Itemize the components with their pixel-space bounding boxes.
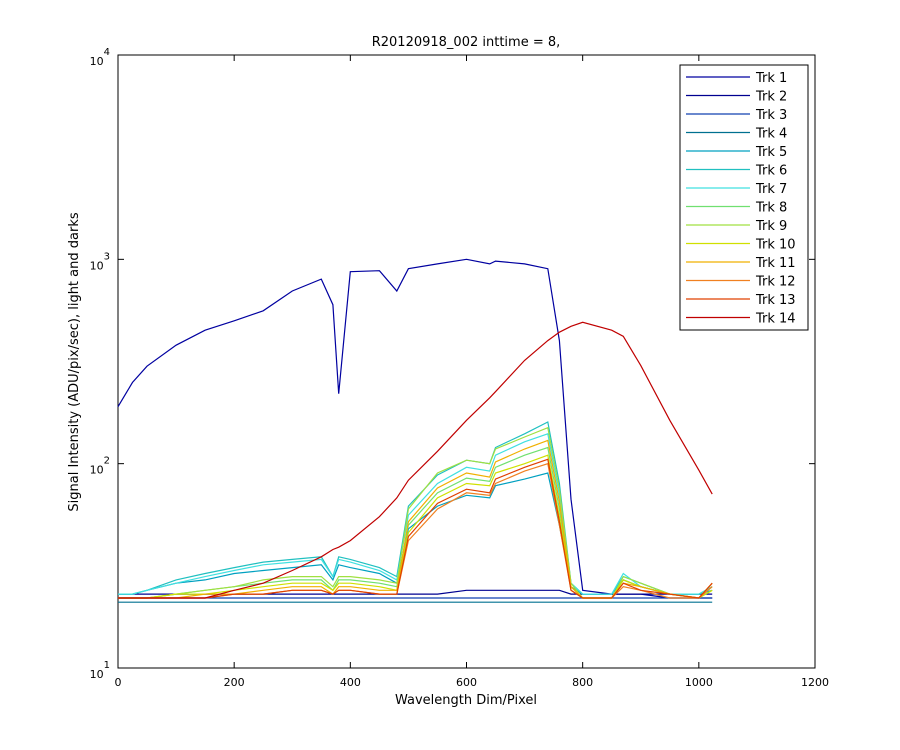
legend-label: Trk 12 — [755, 275, 796, 290]
x-tick-label: 1200 — [801, 676, 829, 689]
y-axis-label: Signal Intensity (ADU/pix/sec), light an… — [67, 212, 82, 511]
legend-label: Trk 13 — [755, 293, 796, 308]
x-tick-label: 0 — [115, 676, 122, 689]
legend-box — [679, 64, 809, 331]
series-line — [118, 458, 713, 599]
x-tick-label: 800 — [572, 676, 593, 689]
y-tick-label: 103 — [90, 251, 110, 272]
legend-label: Trk 6 — [755, 164, 787, 179]
series-line — [118, 433, 713, 595]
legend-label: Trk 14 — [755, 312, 796, 327]
y-tick-label: 101 — [90, 660, 110, 681]
legend-label: Trk 1 — [755, 71, 787, 86]
legend-label: Trk 10 — [755, 238, 796, 253]
legend-label: Trk 11 — [755, 256, 796, 271]
legend-label: Trk 8 — [755, 201, 787, 216]
legend-label: Trk 4 — [755, 127, 787, 142]
legend-label: Trk 9 — [755, 219, 787, 234]
x-axis-label: Wavelength Dim/Pixel — [395, 693, 537, 708]
legend-label: Trk 7 — [755, 182, 787, 197]
chart-title: R20120918_002 inttime = 8, — [372, 35, 561, 50]
legend-label: Trk 5 — [755, 145, 787, 160]
x-tick-label: 600 — [456, 676, 477, 689]
legend-label: Trk 2 — [755, 90, 787, 105]
x-tick-label: 400 — [340, 676, 361, 689]
y-tick-label: 104 — [90, 47, 110, 68]
x-tick-label: 1000 — [685, 676, 713, 689]
legend-label: Trk 3 — [755, 108, 787, 123]
y-tick-label: 102 — [90, 456, 110, 477]
x-tick-label: 200 — [224, 676, 245, 689]
series-line — [118, 321, 713, 599]
